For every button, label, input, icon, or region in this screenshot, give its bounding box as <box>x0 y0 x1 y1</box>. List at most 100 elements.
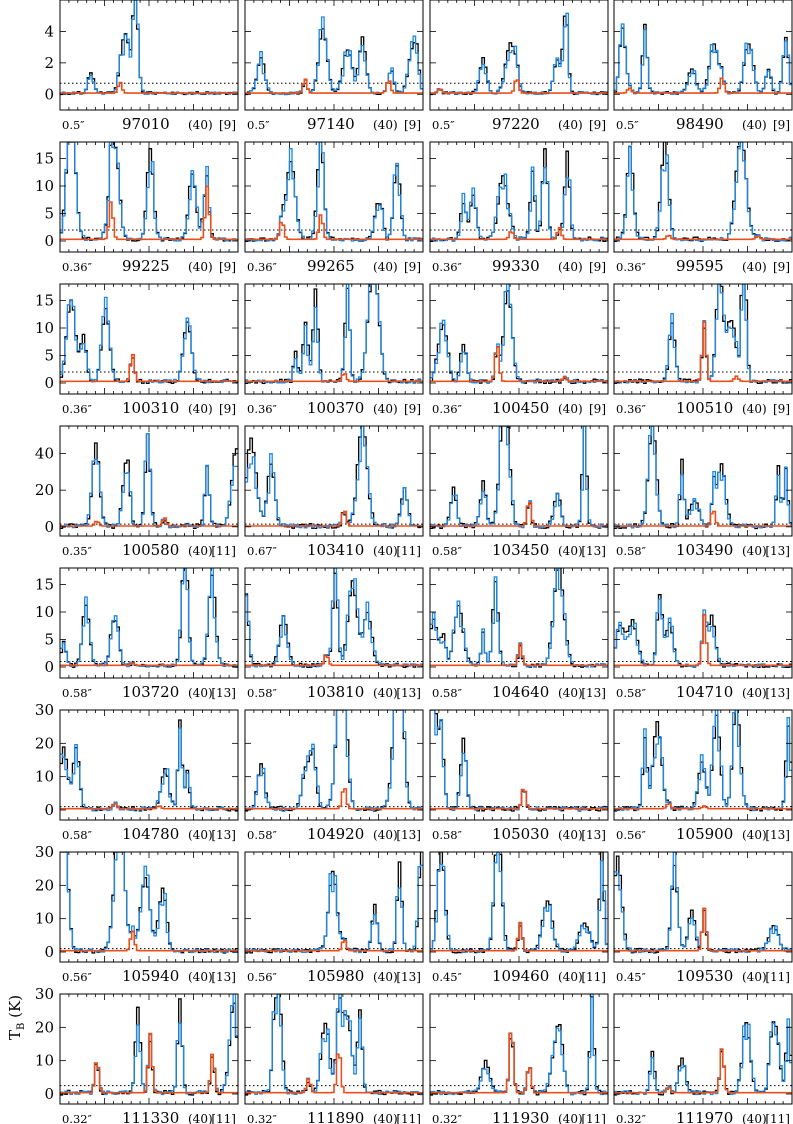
spectrum-panel: 0.36″ 99265 (40) [9] <box>244 141 424 275</box>
panel-frequency: 111930 <box>492 1109 549 1124</box>
panel-frequency: 111330 <box>122 1109 179 1124</box>
observed-spectrum <box>245 426 423 530</box>
panel-channel-width: (40) <box>373 1112 398 1124</box>
panel-resolution: 0.32″ <box>432 1112 463 1124</box>
panel-reference: [9] <box>773 118 790 132</box>
panel-frequency: 104920 <box>307 825 364 843</box>
panel-reference: [13] <box>581 544 606 558</box>
spectrum-panel: 0.58″ 103450 (40)[13] <box>429 425 609 559</box>
panel-frequency: 103490 <box>676 541 733 559</box>
species-model-spectrum <box>60 662 238 667</box>
y-tick-label: 0 <box>44 518 54 536</box>
y-tick-label: 15 <box>35 292 54 310</box>
panel-channel-width: (40) <box>742 118 767 132</box>
total-model-spectrum <box>245 864 423 954</box>
y-tick-label: 20 <box>35 734 54 752</box>
panel-reference: [13] <box>396 828 421 842</box>
panel-channel-width: (40) <box>373 686 398 700</box>
panel-channel-width: (40) <box>742 686 767 700</box>
species-model-spectrum <box>430 921 608 952</box>
species-model-spectrum <box>245 788 423 810</box>
panel-frequency: 100450 <box>492 399 549 417</box>
panel-reference: [11] <box>396 1112 421 1124</box>
panel-reference: [9] <box>404 402 421 416</box>
panel-grid: 0 2 4 0.5″ 97010 (40) [9] 0.5″ 97140 (40) [9] 0.5″ 9… <box>35 0 793 1124</box>
spectrum-panel: 0.58″ 104640 (40)[13] <box>429 567 609 701</box>
total-model-spectrum <box>60 852 238 954</box>
panel-resolution: 0.58″ <box>616 686 647 700</box>
panel-resolution: 0.58″ <box>62 828 93 842</box>
observed-spectrum <box>245 852 423 954</box>
y-tick-label: 10 <box>35 603 54 621</box>
panel-resolution: 0.36″ <box>432 260 463 274</box>
panel-channel-width: (40) <box>558 1112 583 1124</box>
panel-reference: [9] <box>219 260 236 274</box>
species-model-spectrum <box>60 930 238 952</box>
panel-resolution: 0.58″ <box>247 686 278 700</box>
panel-frequency: 104780 <box>122 825 179 843</box>
spectrum-panel: 0 10 20 30 0.56″ 105940 (40)[13] <box>35 843 239 985</box>
panel-channel-width: (40) <box>742 402 767 416</box>
spectrum-panel: 0.67″ 103410 (40)[11] <box>244 425 424 559</box>
species-model-spectrum <box>614 1048 792 1094</box>
panel-channel-width: (40) <box>373 260 398 274</box>
panel-resolution: 0.36″ <box>432 402 463 416</box>
panel-channel-width: (40) <box>558 260 583 274</box>
total-model-spectrum <box>60 0 238 95</box>
panel-reference: [9] <box>773 260 790 274</box>
panel-channel-width: (40) <box>558 970 583 984</box>
panel-frequency: 103720 <box>122 683 179 701</box>
panel-channel-width: (40) <box>188 686 213 700</box>
panel-frequency: 99225 <box>122 257 170 275</box>
panel-frequency: 105940 <box>122 967 179 985</box>
panel-reference: [11] <box>581 970 606 984</box>
total-model-spectrum <box>614 852 792 954</box>
spectrum-panel: 0.56″ 105900 (40)[13] <box>613 709 793 843</box>
panel-channel-width: (40) <box>373 544 398 558</box>
species-model-spectrum <box>60 803 238 810</box>
species-model-spectrum <box>430 643 608 667</box>
panel-reference: [11] <box>765 970 790 984</box>
observed-spectrum <box>60 299 238 385</box>
total-model-spectrum <box>60 568 238 668</box>
species-model-spectrum <box>430 1032 608 1094</box>
y-tick-label: 20 <box>35 876 54 894</box>
panel-frame <box>244 283 424 395</box>
panel-frequency: 97010 <box>122 115 170 133</box>
panel-reference: [13] <box>581 686 606 700</box>
panel-resolution: 0.36″ <box>616 402 647 416</box>
total-model-spectrum <box>614 426 792 529</box>
y-tick-label: 4 <box>44 22 54 40</box>
panel-channel-width: (40) <box>742 828 767 842</box>
panel-frequency: 111970 <box>676 1109 733 1124</box>
spectrum-panel: 0.5″ 97140 (40) [9] <box>244 0 424 133</box>
species-model-spectrum <box>614 907 792 952</box>
panel-frequency: 97140 <box>307 115 355 133</box>
total-model-spectrum <box>430 710 608 812</box>
observed-spectrum <box>430 148 608 243</box>
spectrum-panel: 0 5 10 15 0.36″ 99225 (40) [9] <box>35 141 239 275</box>
species-model-spectrum <box>60 1032 238 1094</box>
panel-frequency: 111890 <box>307 1109 364 1124</box>
panel-resolution: 0.45″ <box>432 970 463 984</box>
observed-spectrum <box>245 284 423 385</box>
panel-resolution: 0.36″ <box>62 402 93 416</box>
panel-reference: [13] <box>765 686 790 700</box>
species-model-spectrum <box>614 77 792 94</box>
y-tick-label: 15 <box>35 576 54 594</box>
panel-resolution: 0.58″ <box>62 686 93 700</box>
panel-channel-width: (40) <box>188 970 213 984</box>
panel-reference: [9] <box>589 118 606 132</box>
panel-frame <box>613 141 793 253</box>
species-model-spectrum <box>60 185 238 241</box>
panel-reference: [13] <box>211 828 236 842</box>
panel-resolution: 0.32″ <box>616 1112 647 1124</box>
spectrum-panel: 0.58″ 103490 (40)[13] <box>613 425 793 559</box>
species-model-spectrum <box>614 803 792 810</box>
spectrum-panel: 0 20 40 0.35″ 100580 (40)[11] <box>35 425 239 559</box>
observed-spectrum <box>60 719 238 812</box>
panel-resolution: 0.5″ <box>62 118 85 132</box>
spectrum-panel: 0.36″ 100510 (40) [9] <box>613 283 793 417</box>
panel-resolution: 0.56″ <box>616 828 647 842</box>
